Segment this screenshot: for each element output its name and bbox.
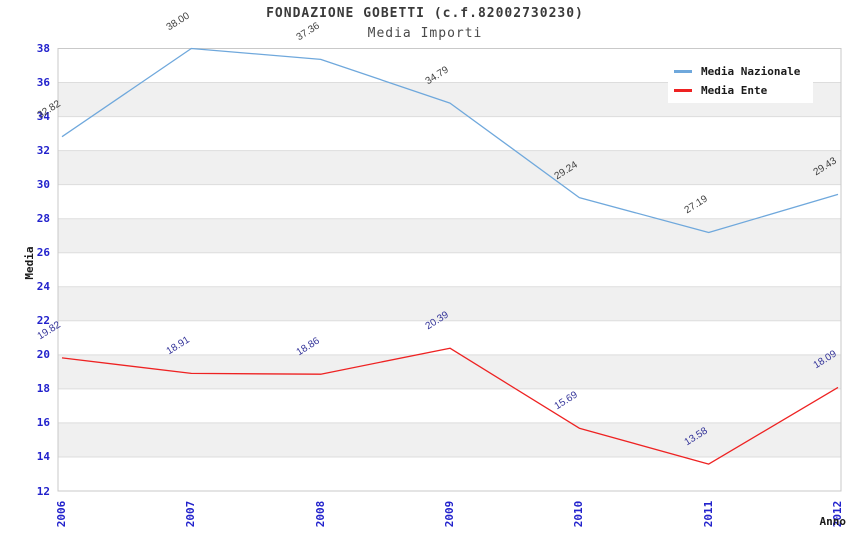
x-axis-title: Anno bbox=[819, 515, 847, 528]
x-tick-label: 2010 bbox=[572, 500, 586, 528]
y-tick-label: 12 bbox=[36, 484, 50, 498]
legend-item-media-nazionale: Media Nazionale bbox=[674, 62, 813, 81]
y-tick-label: 38 bbox=[36, 42, 50, 55]
plot-band bbox=[58, 354, 841, 389]
y-tick-label: 20 bbox=[36, 348, 50, 362]
x-tick-label: 2008 bbox=[313, 500, 327, 528]
plot-band bbox=[58, 422, 841, 457]
legend-line-swatch-ente bbox=[674, 89, 692, 92]
y-tick-label: 30 bbox=[36, 178, 50, 192]
legend-item-media-ente: Media Ente bbox=[674, 81, 813, 100]
plot-band bbox=[58, 150, 841, 185]
legend: Media Nazionale Media Ente bbox=[668, 57, 813, 103]
chart-subtitle: Media Importi bbox=[367, 26, 483, 41]
y-tick-label: 34 bbox=[36, 110, 50, 124]
series-line-0 bbox=[61, 47, 839, 234]
legend-item-label: Media Nazionale bbox=[701, 65, 801, 78]
legend-item-label: Media Ente bbox=[701, 84, 768, 97]
y-tick-label: 36 bbox=[36, 76, 50, 90]
y-tick-label: 16 bbox=[36, 416, 50, 430]
y-axis-title: Media bbox=[23, 246, 36, 280]
legend-line-swatch-nazionale bbox=[674, 70, 692, 73]
chart-title: FONDAZIONE GOBETTI (c.f.82002730230) bbox=[266, 6, 584, 21]
x-tick-label: 2011 bbox=[701, 500, 715, 528]
y-tick-label: 28 bbox=[36, 212, 50, 226]
y-tick-label: 22 bbox=[36, 314, 50, 328]
plot-band bbox=[58, 218, 841, 253]
plot-border bbox=[57, 48, 842, 492]
y-tick-label: 18 bbox=[36, 382, 50, 396]
y-tick-label: 32 bbox=[36, 144, 50, 158]
y-tick-label: 24 bbox=[36, 280, 50, 294]
y-tick-label: 26 bbox=[36, 246, 50, 260]
x-tick-label: 2007 bbox=[184, 500, 198, 528]
x-tick-label: 2009 bbox=[443, 500, 456, 528]
x-tick-label: 2006 bbox=[55, 500, 68, 528]
series-line-1 bbox=[61, 347, 839, 465]
y-tick-label: 14 bbox=[36, 450, 50, 464]
plot-band bbox=[58, 286, 841, 321]
